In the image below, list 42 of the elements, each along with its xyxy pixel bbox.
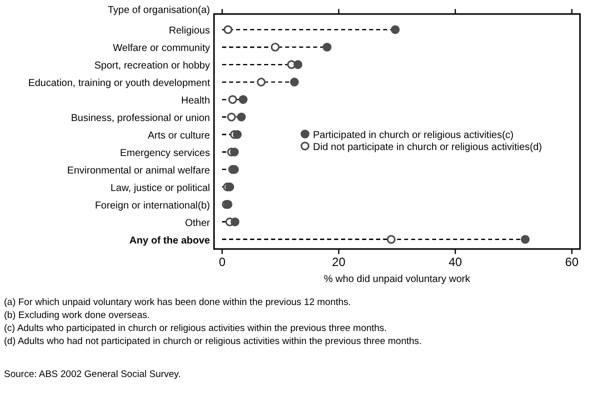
point xyxy=(225,182,234,192)
y-axis-title: Type of organisation(a) xyxy=(108,5,210,16)
y-tick-label: Any of the above xyxy=(129,235,210,246)
point xyxy=(236,112,246,122)
y-tick-label: Other xyxy=(184,218,211,229)
point xyxy=(230,148,239,156)
y-tick-label: Business, professional or union xyxy=(71,113,210,124)
text: (c) Adults who participated in church or religious activities within the previous three months. xyxy=(4,323,387,334)
y-tick-label: Welfare or community xyxy=(112,43,210,54)
y-tick-label: Emergency services xyxy=(120,148,210,159)
point xyxy=(230,218,240,226)
point xyxy=(322,42,332,52)
point xyxy=(386,234,396,244)
y-tick-label: Foreign or international(b) xyxy=(94,200,210,212)
text: (b) Excluding work done overseas. xyxy=(4,310,150,321)
point xyxy=(520,234,530,244)
y-tick-label: Law, justice or political xyxy=(110,182,210,194)
x-axis-title: % who did unpaid voluntary work xyxy=(324,274,472,285)
y-tick-label: Education, training or youth development xyxy=(28,78,210,90)
point xyxy=(270,42,280,52)
point xyxy=(232,130,242,139)
x-tick-label: 40 xyxy=(448,255,462,269)
y-tick-label: Arts or culture xyxy=(148,130,210,142)
x-tick-label: 20 xyxy=(332,255,346,269)
point xyxy=(256,78,266,86)
y-tick-label: Environmental or animal welfare xyxy=(67,165,210,176)
y-tick-label: Religious xyxy=(168,26,210,37)
y-tick-label: Health xyxy=(181,96,210,107)
text: (a) For which unpaid voluntary work has been done within the previous 12 months. xyxy=(4,297,351,308)
legend-label: Participated in church or religious activities(c) xyxy=(313,130,514,141)
point xyxy=(294,60,302,69)
x-tick-label: 0 xyxy=(218,255,226,269)
point xyxy=(290,78,299,86)
point xyxy=(238,95,248,104)
point xyxy=(228,95,238,104)
source-note: Source: ABS 2002 General Social Survey. xyxy=(4,369,181,380)
legend-label: Did not participate in church or religious activities(d) xyxy=(313,142,542,153)
x-tick-label: 60 xyxy=(565,255,579,269)
point xyxy=(390,25,400,34)
point xyxy=(227,112,236,122)
y-tick-label: Sport, recreation or hobby xyxy=(94,60,210,72)
text: (d) Adults who had not participated in church or religious activities within the previous three months. xyxy=(4,336,422,347)
